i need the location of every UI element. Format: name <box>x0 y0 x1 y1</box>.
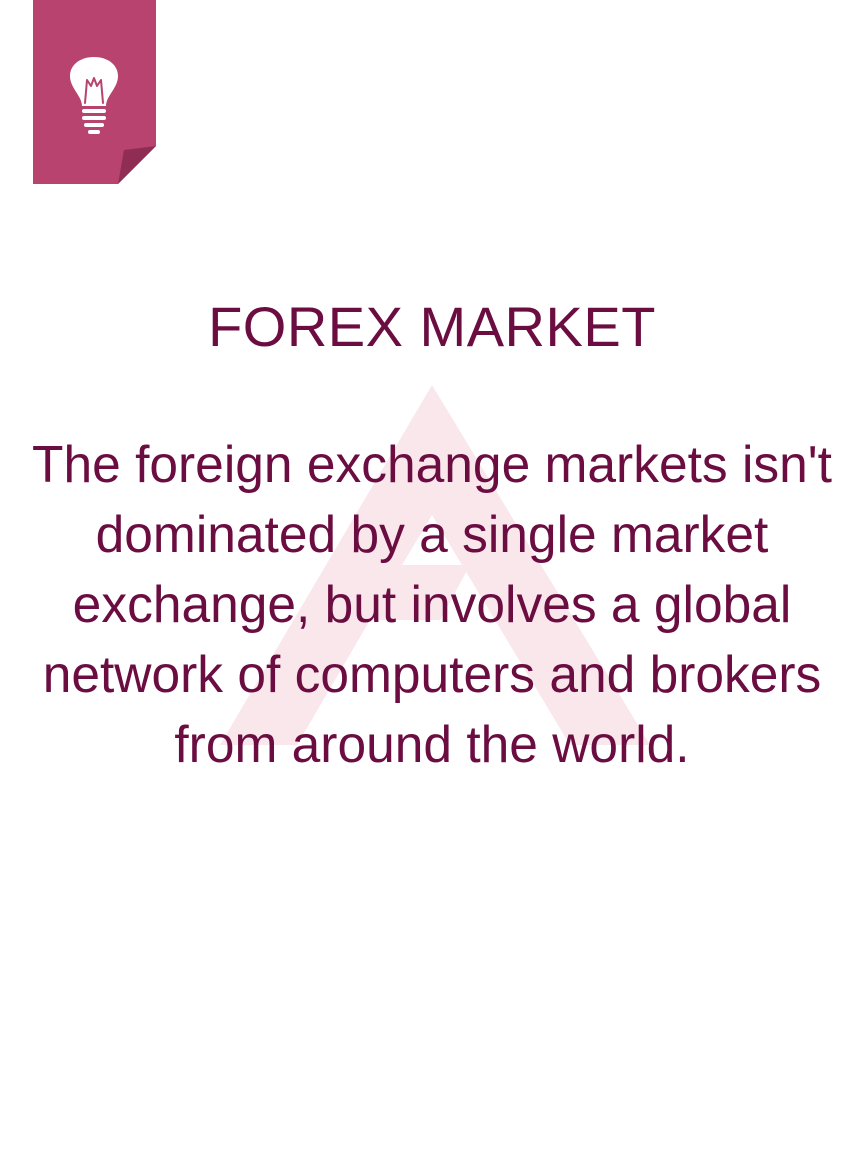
card-body-text: The foreign exchange markets isn't domin… <box>32 435 832 773</box>
card-title: FOREX MARKET <box>208 295 656 358</box>
arrow-up-logo <box>220 385 650 745</box>
background-logo-watermark <box>220 385 650 745</box>
tip-tag <box>33 0 156 184</box>
card-content: FOREX MARKET The foreign exchange market… <box>32 293 832 779</box>
lightbulb-icon <box>70 57 118 134</box>
tip-tag-shape <box>33 0 156 184</box>
